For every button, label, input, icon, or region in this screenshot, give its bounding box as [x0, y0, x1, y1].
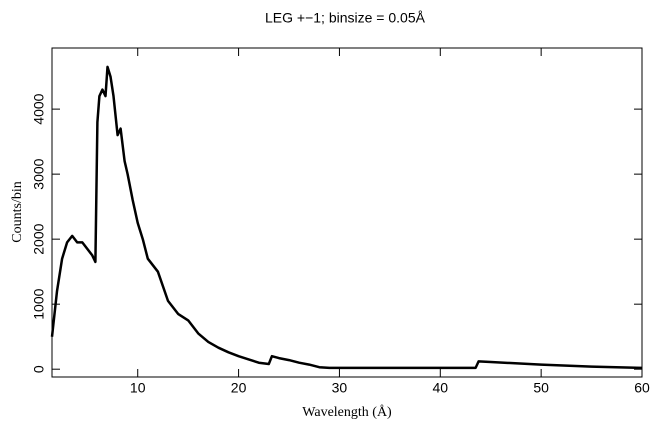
spectrum-line	[50, 65, 643, 370]
y-tick-label: 3000	[31, 158, 47, 189]
x-tick-label: 50	[533, 380, 549, 396]
x-tick-label: 30	[332, 380, 348, 396]
y-axis-label: Counts/bin	[10, 181, 25, 242]
x-tick-label: 20	[231, 380, 247, 396]
chart-title: LEG +−1; binsize = 0.05Å	[265, 10, 426, 26]
y-tick-label: 0	[31, 365, 47, 373]
x-tick-label: 40	[433, 380, 449, 396]
x-tick-label: 60	[634, 380, 650, 396]
plot-frame	[51, 47, 643, 378]
y-tick-label: 1000	[31, 288, 47, 319]
y-tick-label: 2000	[31, 223, 47, 254]
x-tick-label: 10	[130, 380, 146, 396]
x-axis-label: Wavelength (Å)	[302, 404, 392, 420]
y-tick-label: 4000	[31, 93, 47, 124]
